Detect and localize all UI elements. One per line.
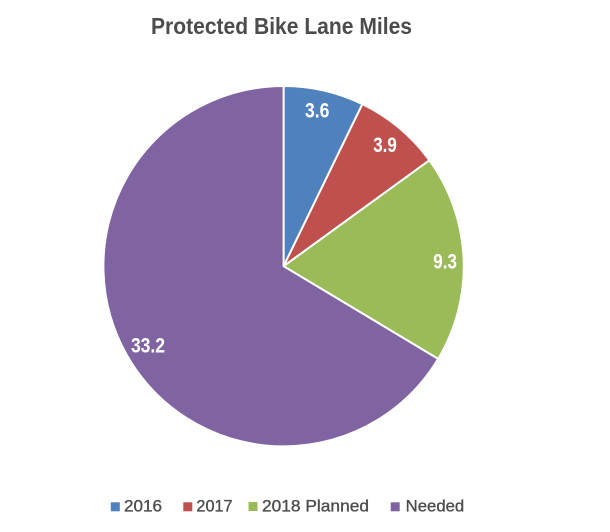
svg-text:Needed: Needed bbox=[406, 497, 465, 516]
svg-text:Protected Bike Lane Miles: Protected Bike Lane Miles bbox=[151, 13, 412, 39]
svg-text:3.6: 3.6 bbox=[305, 99, 329, 122]
svg-text:2016: 2016 bbox=[124, 497, 162, 516]
svg-text:3.9: 3.9 bbox=[373, 134, 397, 157]
svg-text:9.3: 9.3 bbox=[433, 251, 457, 274]
svg-text:33.2: 33.2 bbox=[131, 335, 165, 358]
svg-text:2017: 2017 bbox=[196, 497, 232, 516]
svg-text:2018 Planned: 2018 Planned bbox=[262, 497, 369, 516]
